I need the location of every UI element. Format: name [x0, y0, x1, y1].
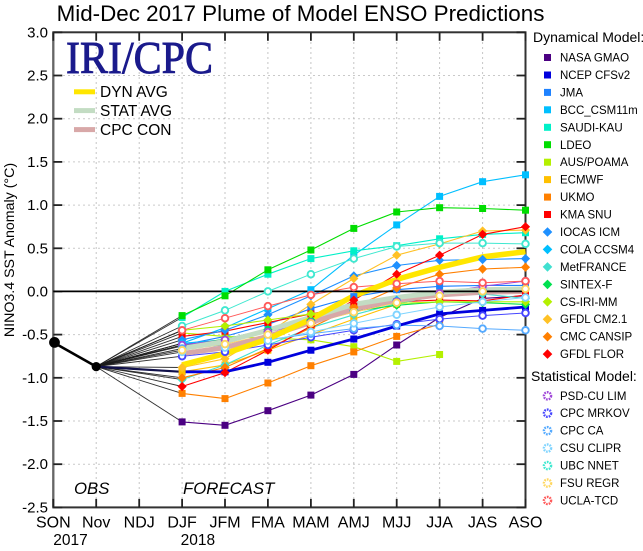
svg-text:1.0: 1.0 [27, 197, 48, 214]
svg-text:-1.0: -1.0 [22, 370, 48, 387]
svg-text:KMA SNU: KMA SNU [560, 210, 612, 222]
svg-text:GFDL FLOR: GFDL FLOR [560, 349, 624, 361]
svg-text:ECMWF: ECMWF [560, 175, 603, 187]
svg-text:PSD-CU LIM: PSD-CU LIM [560, 391, 626, 403]
svg-text:Nov: Nov [82, 515, 110, 532]
svg-text:NINO3.4 SST Anomaly (°C): NINO3.4 SST Anomaly (°C) [2, 163, 18, 337]
svg-text:LDEO: LDEO [560, 140, 591, 152]
svg-text:SAUDI-KAU: SAUDI-KAU [560, 122, 623, 134]
svg-text:2018: 2018 [181, 532, 215, 546]
svg-text:0.5: 0.5 [27, 240, 48, 257]
svg-text:JFM: JFM [209, 515, 240, 532]
svg-text:JJA: JJA [426, 515, 453, 532]
svg-text:FMA: FMA [251, 515, 285, 532]
svg-text:CPC CA: CPC CA [560, 426, 604, 438]
svg-text:UBC NNET: UBC NNET [560, 461, 619, 473]
svg-text:OBS: OBS [74, 479, 110, 498]
svg-text:UKMO: UKMO [560, 192, 595, 204]
svg-text:-2.5: -2.5 [22, 499, 48, 516]
svg-text:Statistical Model:: Statistical Model: [531, 368, 637, 384]
svg-text:UCLA-TCD: UCLA-TCD [560, 496, 618, 508]
svg-text:0.0: 0.0 [27, 283, 48, 300]
svg-text:MetFRANCE: MetFRANCE [560, 262, 627, 274]
svg-text:SON: SON [36, 515, 71, 532]
svg-text:CSU CLIPR: CSU CLIPR [560, 443, 621, 455]
svg-text:-1.5: -1.5 [22, 413, 48, 430]
svg-text:2.5: 2.5 [27, 68, 48, 85]
svg-text:AUS/POAMA: AUS/POAMA [560, 157, 629, 169]
svg-text:NDJ: NDJ [124, 515, 155, 532]
svg-text:COLA CCSM4: COLA CCSM4 [560, 244, 635, 256]
svg-text:CPC CON: CPC CON [100, 122, 171, 139]
svg-text:JAS: JAS [468, 515, 497, 532]
svg-text:FORECAST: FORECAST [183, 479, 276, 498]
svg-text:2.0: 2.0 [27, 111, 48, 128]
svg-text:CMC CANSIP: CMC CANSIP [560, 332, 633, 344]
svg-text:MJJ: MJJ [382, 515, 411, 532]
svg-text:GFDL CM2.1: GFDL CM2.1 [560, 314, 627, 326]
svg-text:FSU REGR: FSU REGR [560, 478, 619, 490]
svg-text:IRI/CPC: IRI/CPC [66, 32, 213, 83]
svg-text:IOCAS ICM: IOCAS ICM [560, 227, 620, 239]
svg-text:CS-IRI-MM: CS-IRI-MM [560, 297, 618, 309]
svg-text:MAM: MAM [292, 515, 329, 532]
svg-text:NCEP CFSv2: NCEP CFSv2 [560, 70, 630, 82]
svg-text:STAT AVG: STAT AVG [100, 103, 172, 120]
svg-text:Dynamical Model:: Dynamical Model: [533, 29, 643, 45]
svg-text:CPC MRKOV: CPC MRKOV [560, 408, 630, 420]
svg-text:NASA GMAO: NASA GMAO [560, 53, 629, 65]
svg-text:2017: 2017 [53, 532, 87, 546]
svg-text:3.0: 3.0 [27, 24, 48, 41]
svg-text:BCC_CSM11m: BCC_CSM11m [560, 105, 638, 117]
svg-text:SINTEX-F: SINTEX-F [560, 279, 612, 291]
svg-text:Mid-Dec 2017 Plume of Model EN: Mid-Dec 2017 Plume of Model ENSO Predict… [57, 1, 545, 26]
svg-text:-2.0: -2.0 [22, 456, 48, 473]
svg-text:JMA: JMA [560, 87, 583, 99]
svg-text:-0.5: -0.5 [22, 327, 48, 344]
svg-text:ASO: ASO [509, 515, 543, 532]
svg-text:DYN AVG: DYN AVG [100, 84, 168, 101]
svg-text:DJF: DJF [167, 515, 197, 532]
svg-text:AMJ: AMJ [338, 515, 370, 532]
svg-text:1.5: 1.5 [27, 154, 48, 171]
